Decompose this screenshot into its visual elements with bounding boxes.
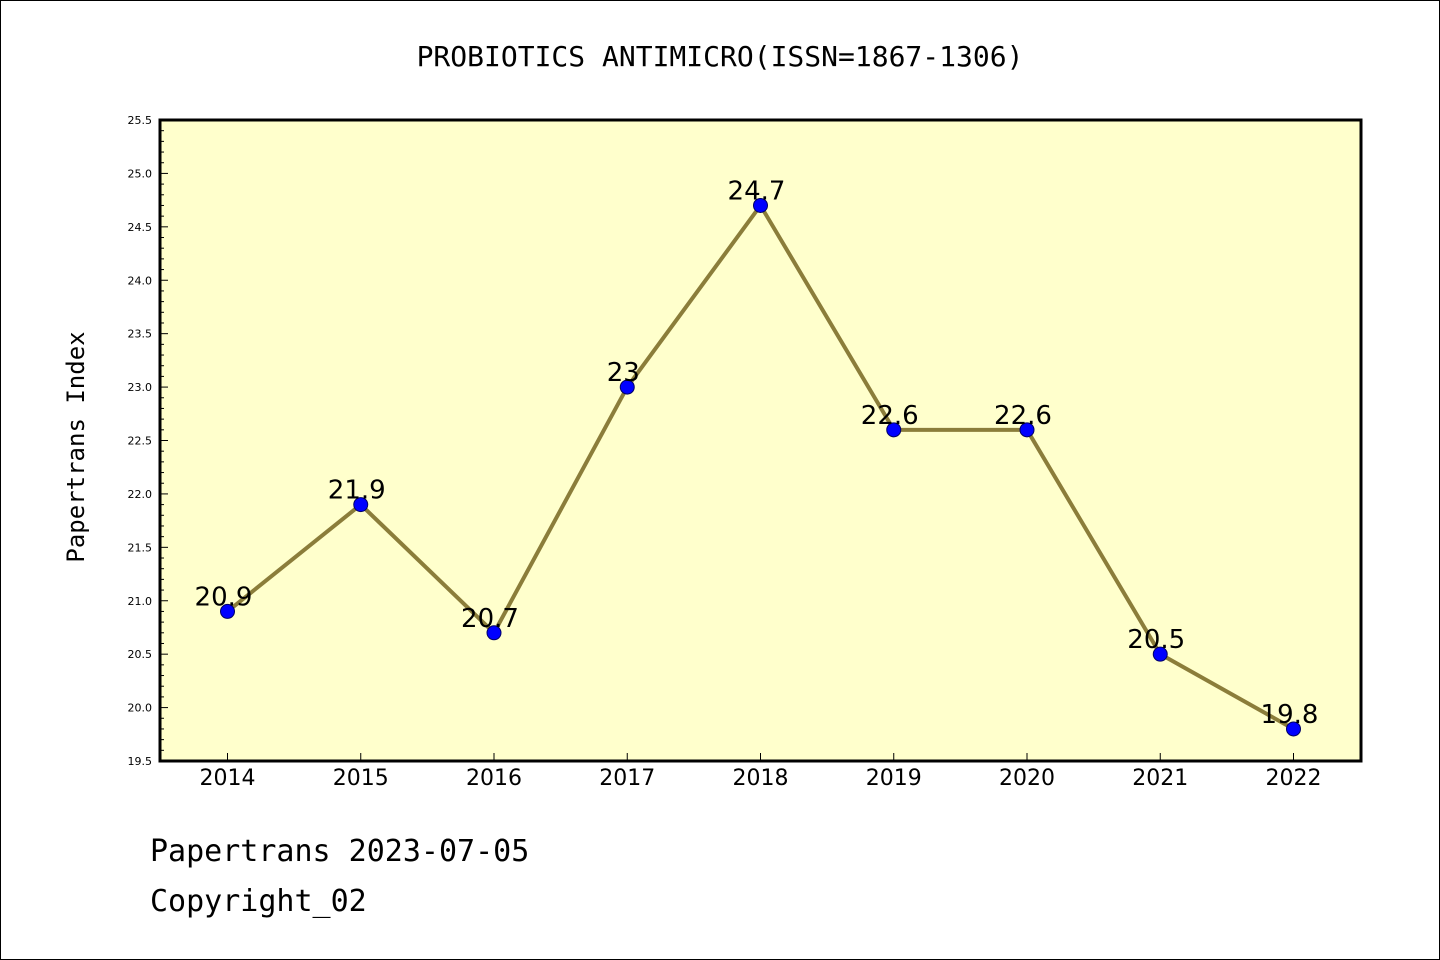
footer-date: Papertrans 2023-07-05 — [150, 834, 530, 869]
y-axis-label: Papertrans Index — [62, 331, 90, 562]
data-labels: 20.9 21.9 20.7 23 24.7 22.6 22.6 20.5 19.8 — [195, 176, 1319, 729]
x-tick-label: 2019 — [866, 766, 922, 791]
y-axis: 19.5 20.0 20.5 21.0 21.5 22.0 22.5 23.0 23.5 24.0… — [128, 114, 168, 768]
y-tick-label: 19.5 — [128, 755, 153, 768]
data-point — [220, 603, 235, 619]
y-tick-label: 24.5 — [128, 221, 153, 234]
data-point — [1152, 646, 1168, 662]
y-tick-label: 25.0 — [128, 167, 153, 180]
y-tick-label: 21.5 — [128, 541, 153, 554]
data-point — [886, 422, 902, 438]
y-tick-label: 21.0 — [128, 595, 153, 608]
y-tick-label: 22.0 — [128, 488, 153, 501]
y-tick-label: 23.5 — [128, 328, 153, 341]
y-tick-label: 24.0 — [128, 274, 153, 287]
data-point — [1019, 422, 1035, 438]
y-tick-label: 20.5 — [128, 648, 153, 661]
x-tick-label: 2016 — [466, 766, 522, 791]
data-label: 24.7 — [728, 176, 786, 206]
x-tick-label: 2022 — [1266, 766, 1322, 791]
y-tick-label: 20.0 — [128, 702, 153, 715]
data-label: 22.6 — [994, 401, 1052, 431]
x-tick-label: 2020 — [999, 766, 1055, 791]
x-tick-label: 2017 — [599, 766, 655, 791]
data-point — [619, 379, 635, 395]
data-point — [753, 197, 768, 213]
data-label: 20.7 — [461, 604, 519, 634]
x-axis: 2014 2015 2016 2017 2018 2019 2020 2021 2022 — [200, 753, 1322, 791]
footer-copyright: Copyright_02 — [150, 884, 367, 919]
data-label: 19.8 — [1261, 700, 1319, 730]
data-label: 21.9 — [328, 476, 386, 506]
data-label: 22.6 — [861, 401, 919, 431]
x-tick-label: 2018 — [733, 766, 789, 791]
data-label: 20.9 — [195, 582, 253, 612]
data-label: 23 — [607, 358, 640, 388]
y-tick-label: 22.5 — [128, 435, 153, 448]
x-tick-label: 2021 — [1132, 766, 1188, 791]
series — [220, 197, 1301, 737]
chart-title: PROBIOTICS ANTIMICRO(ISSN=1867-1306) — [417, 40, 1024, 73]
y-tick-label: 23.0 — [128, 381, 153, 394]
x-tick-label: 2015 — [333, 766, 389, 791]
x-tick-label: 2014 — [200, 766, 256, 791]
data-point — [1286, 721, 1301, 737]
data-label: 20.5 — [1127, 625, 1185, 655]
data-point — [486, 625, 502, 641]
data-point — [353, 497, 369, 513]
y-tick-label: 25.5 — [128, 114, 153, 127]
